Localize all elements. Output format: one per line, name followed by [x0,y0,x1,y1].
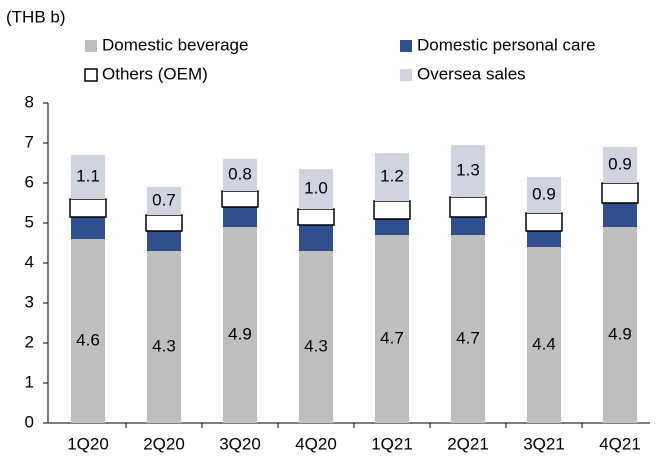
y-tick-label: 7 [25,132,34,151]
data-label: 0.9 [532,184,556,203]
bar-segment [71,239,105,423]
y-tick-label: 0 [25,412,34,431]
legend-swatch [84,68,98,82]
y-axis-label: (THB b) [6,7,66,26]
data-label: 0.8 [228,164,252,183]
data-label: 1.1 [76,166,100,185]
x-tick-label: 1Q20 [67,434,109,453]
y-tick-label: 8 [25,92,34,111]
legend-label: Domestic beverage [102,35,248,54]
bar-segment [375,219,409,235]
x-tick-label: 3Q21 [523,434,565,453]
bar-segment [147,187,181,215]
bar-segment [299,225,333,251]
legend-swatch [400,40,412,52]
bar-segment [145,214,183,232]
x-tick-label: 3Q20 [219,434,261,453]
x-tick-label: 4Q21 [599,434,641,453]
bar-segment [223,227,257,423]
legend-swatch [85,40,97,52]
data-label: 0.9 [608,154,632,173]
y-tick-label: 4 [25,252,34,271]
bar-segment [451,235,485,423]
bar-segment [603,227,637,423]
bar-segment [221,190,259,208]
data-label: 1.0 [304,178,328,197]
bar-segment [527,177,561,213]
bar-segment [71,155,105,199]
bar-segment [297,208,335,226]
data-label: 4.9 [608,324,632,343]
x-tick-label: 2Q20 [143,434,185,453]
bar-segment [603,147,637,183]
bar-segment [451,217,485,235]
x-tick-label: 4Q20 [295,434,337,453]
y-tick-label: 3 [25,292,34,311]
y-tick-label: 1 [25,372,34,391]
bar-segment [223,207,257,227]
bar-segment [147,251,181,423]
data-label: 1.3 [456,160,480,179]
bar-segment [603,203,637,227]
x-tick-label: 2Q21 [447,434,489,453]
data-label: 4.9 [228,324,252,343]
bar-segment [147,231,181,251]
legend-label: Domestic personal care [417,35,596,54]
data-label: 0.7 [152,190,176,209]
legend-swatch [400,69,412,81]
bar-segment [527,247,561,423]
data-label: 4.4 [532,334,556,353]
bar-segment [375,235,409,423]
bar-segment [69,198,107,218]
bar-segment [527,231,561,247]
bar-segment [373,200,411,220]
y-tick-label: 2 [25,332,34,351]
bar-segment [71,217,105,239]
legend-label: Oversea sales [417,64,526,83]
bar-segment [449,196,487,218]
data-label: 1.2 [380,166,404,185]
bar-segment [299,169,333,209]
y-tick-label: 6 [25,172,34,191]
data-label: 4.3 [152,336,176,355]
bar-segment [601,182,639,204]
legend-label: Others (OEM) [102,64,208,83]
data-label: 4.6 [76,330,100,349]
x-tick-label: 1Q21 [371,434,413,453]
bar-segment [375,153,409,201]
data-label: 4.3 [304,336,328,355]
bar-segment [451,145,485,197]
data-label: 4.7 [456,328,480,347]
bar-segment [223,159,257,191]
bar-segment [525,212,563,232]
y-tick-label: 5 [25,212,34,231]
data-label: 4.7 [380,328,404,347]
bar-segment [299,251,333,423]
